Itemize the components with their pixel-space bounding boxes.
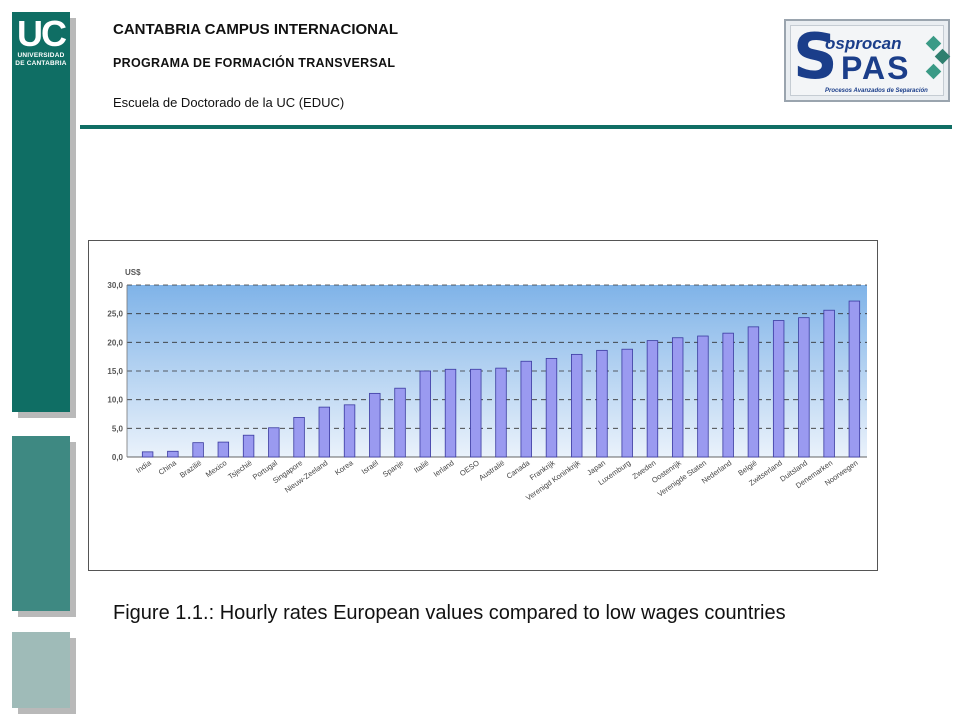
- y-tick-label: 5,0: [112, 424, 124, 433]
- x-tick-label: Spanje: [381, 458, 405, 479]
- bar-nederland: [722, 332, 734, 458]
- bar-isra-l: [369, 392, 381, 458]
- x-tick-label: Ierland: [432, 458, 456, 479]
- bar-zweden: [646, 340, 659, 458]
- bar-belgi-: [747, 326, 760, 458]
- x-tick-label: Israël: [360, 458, 380, 476]
- bar-canada: [520, 360, 532, 458]
- hourly-rates-bar-chart: 0,0 5,0 10,0 15,0 20,0 25,0 30,0 India China Bra…: [107, 268, 867, 502]
- bar-china: [167, 450, 179, 458]
- y-tick-label: 0,0: [112, 453, 124, 462]
- y-tick-label: 25,0: [107, 310, 123, 319]
- bar-noorwegen: [848, 300, 861, 458]
- bar-spanje: [394, 387, 406, 458]
- bar-itali-: [419, 370, 431, 458]
- bar-frankrijk: [545, 357, 558, 458]
- bar-india: [141, 451, 154, 458]
- left-band-top: [12, 12, 70, 412]
- bar-verenigde-staten: [697, 335, 709, 458]
- x-tick-label: Mexico: [204, 458, 229, 479]
- bar-duitsland: [798, 317, 810, 458]
- bar-mexico: [217, 441, 230, 458]
- x-tick-label: Canada: [505, 458, 532, 481]
- x-tick-label: Australië: [477, 458, 506, 482]
- bar-japan: [596, 349, 608, 458]
- campus-title: CANTABRIA CAMPUS INTERNACIONAL: [113, 21, 398, 38]
- y-tick-label: 10,0: [107, 396, 123, 405]
- program-title: PROGRAMA DE FORMACIÓN TRANSVERSAL: [113, 56, 396, 70]
- figure-caption: Figure 1.1.: Hourly rates European value…: [113, 602, 786, 624]
- x-tick-label: China: [157, 458, 179, 477]
- x-tick-label: Tsjechië: [226, 458, 253, 481]
- bar-australi-: [495, 367, 507, 458]
- bar-denemarken: [823, 309, 835, 458]
- bar-luxemburg: [621, 348, 633, 458]
- y-axis-label: US$: [125, 268, 141, 277]
- bar-verenigd-koninkrijk: [571, 353, 583, 458]
- x-tick-label: Korea: [333, 458, 355, 477]
- uc-logo-line1: UNIVERSIDAD: [17, 52, 65, 59]
- uc-logo-line2: DE CANTABRIA: [15, 60, 67, 67]
- bar-tsjechi-: [242, 434, 255, 458]
- x-tick-label: Italië: [412, 458, 430, 474]
- x-tick-label: India: [134, 458, 153, 475]
- y-tick-label: 20,0: [107, 338, 123, 347]
- chart-frame: 0,0 5,0 10,0 15,0 20,0 25,0 30,0 India China Bra…: [88, 240, 878, 571]
- spas-logo-panel: S osprocan PAS Procesos Avanzados de Sep…: [790, 20, 951, 96]
- bar-brazili-: [192, 442, 204, 458]
- diamond-icon: [925, 63, 942, 80]
- y-tick-label: 15,0: [107, 367, 123, 376]
- x-tick-label: Brazilië: [178, 458, 203, 479]
- uc-logo: UC UNIVERSIDAD DE CANTABRIA: [12, 12, 70, 82]
- spas-logo-pas-text: PAS: [841, 50, 911, 86]
- uc-logo-letters: UC: [17, 13, 67, 54]
- bar-portugal: [268, 427, 280, 458]
- spas-logo-subtitle: Procesos Avanzados de Separación: [825, 88, 928, 94]
- bar-nieuw-zeeland: [318, 406, 331, 458]
- diamond-icon: [925, 35, 942, 52]
- bar-oeso: [470, 368, 482, 458]
- left-band-middle: [12, 436, 70, 611]
- school-name: Escuela de Doctorado de la UC (EDUC): [113, 95, 345, 110]
- spas-logo-top-text: osprocan: [825, 34, 902, 53]
- bar-singapore: [293, 417, 305, 458]
- left-band-bottom: [12, 632, 70, 708]
- bar-oostenrijk: [671, 337, 684, 458]
- diamond-icon: [934, 48, 951, 65]
- bar-korea: [343, 404, 356, 458]
- spas-logo-s: S: [793, 20, 838, 93]
- y-tick-label: 30,0: [107, 281, 123, 290]
- bar-ierland: [444, 368, 457, 458]
- header-rule: [80, 125, 952, 129]
- sospprocan-spas-logo: S osprocan PAS Procesos Avanzados de Sep…: [784, 19, 951, 102]
- bar-zwitserland: [772, 320, 785, 458]
